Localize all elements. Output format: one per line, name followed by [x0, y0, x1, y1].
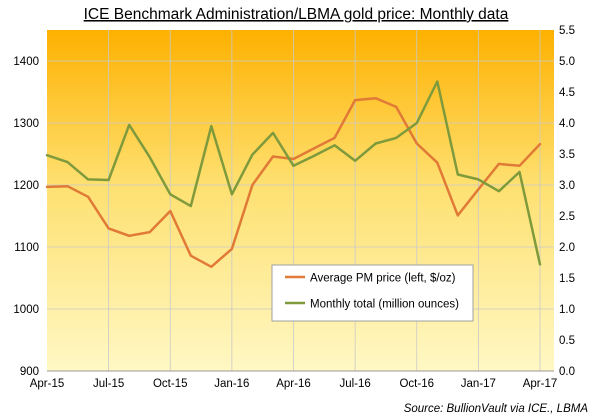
right-tick-label: 1.5 [559, 273, 575, 285]
right-tick-label: 3.5 [559, 149, 575, 161]
right-tick-label: 4.0 [559, 118, 575, 130]
x-tick-label: Apr-17 [523, 378, 558, 390]
legend-label-volume: Monthly total (million ounces) [310, 299, 459, 311]
left-tick-label: 900 [20, 366, 39, 378]
x-tick-label: Oct-16 [399, 378, 434, 390]
x-tick-label: Jan-16 [214, 378, 249, 390]
legend-box [271, 264, 474, 322]
left-tick-label: 1400 [13, 56, 39, 68]
x-tick-label: Jul-15 [93, 378, 124, 390]
left-axis-ticks: 900 1000 1100 1200 1300 1400 [13, 56, 39, 378]
x-tick-label: Apr-15 [30, 378, 65, 390]
x-axis-ticks: Apr-15 Jul-15 Oct-15 Jan-16 Apr-16 Jul-16 Oct-… [30, 378, 558, 390]
right-tick-label: 2.0 [559, 242, 575, 254]
legend: Average PM price (left, $/oz) Monthly to… [271, 264, 474, 322]
legend-label-price: Average PM price (left, $/oz) [310, 273, 456, 285]
right-tick-label: 0.0 [559, 366, 575, 378]
volume-series-line [45, 80, 542, 266]
right-axis-ticks: 0.0 0.5 1.0 1.5 2.0 2.5 3.0 3.5 4.0 4.5 5.0 5.5 [559, 25, 575, 378]
series-lines [45, 80, 542, 269]
right-tick-label: 5.0 [559, 56, 575, 68]
right-tick-label: 3.0 [559, 180, 575, 192]
left-tick-label: 1300 [13, 118, 39, 130]
right-tick-label: 0.5 [559, 335, 575, 347]
x-tick-label: Apr-16 [276, 378, 311, 390]
right-tick-label: 4.5 [559, 87, 575, 99]
right-tick-label: 5.5 [559, 25, 575, 37]
x-tick-label: Jul-16 [339, 378, 370, 390]
left-tick-label: 1200 [13, 180, 39, 192]
source-note: Source: BullionVault via ICE., LBMA [404, 403, 589, 415]
x-tick-label: Oct-15 [153, 378, 188, 390]
left-tick-label: 1100 [14, 242, 39, 254]
right-tick-label: 2.5 [559, 211, 575, 223]
left-tick-label: 1000 [13, 304, 39, 316]
chart-title: ICE Benchmark Administration/LBMA gold p… [84, 6, 509, 23]
right-tick-label: 1.0 [559, 304, 575, 316]
price-series-line [45, 96, 542, 269]
x-tick-label: Jan-17 [461, 378, 496, 390]
